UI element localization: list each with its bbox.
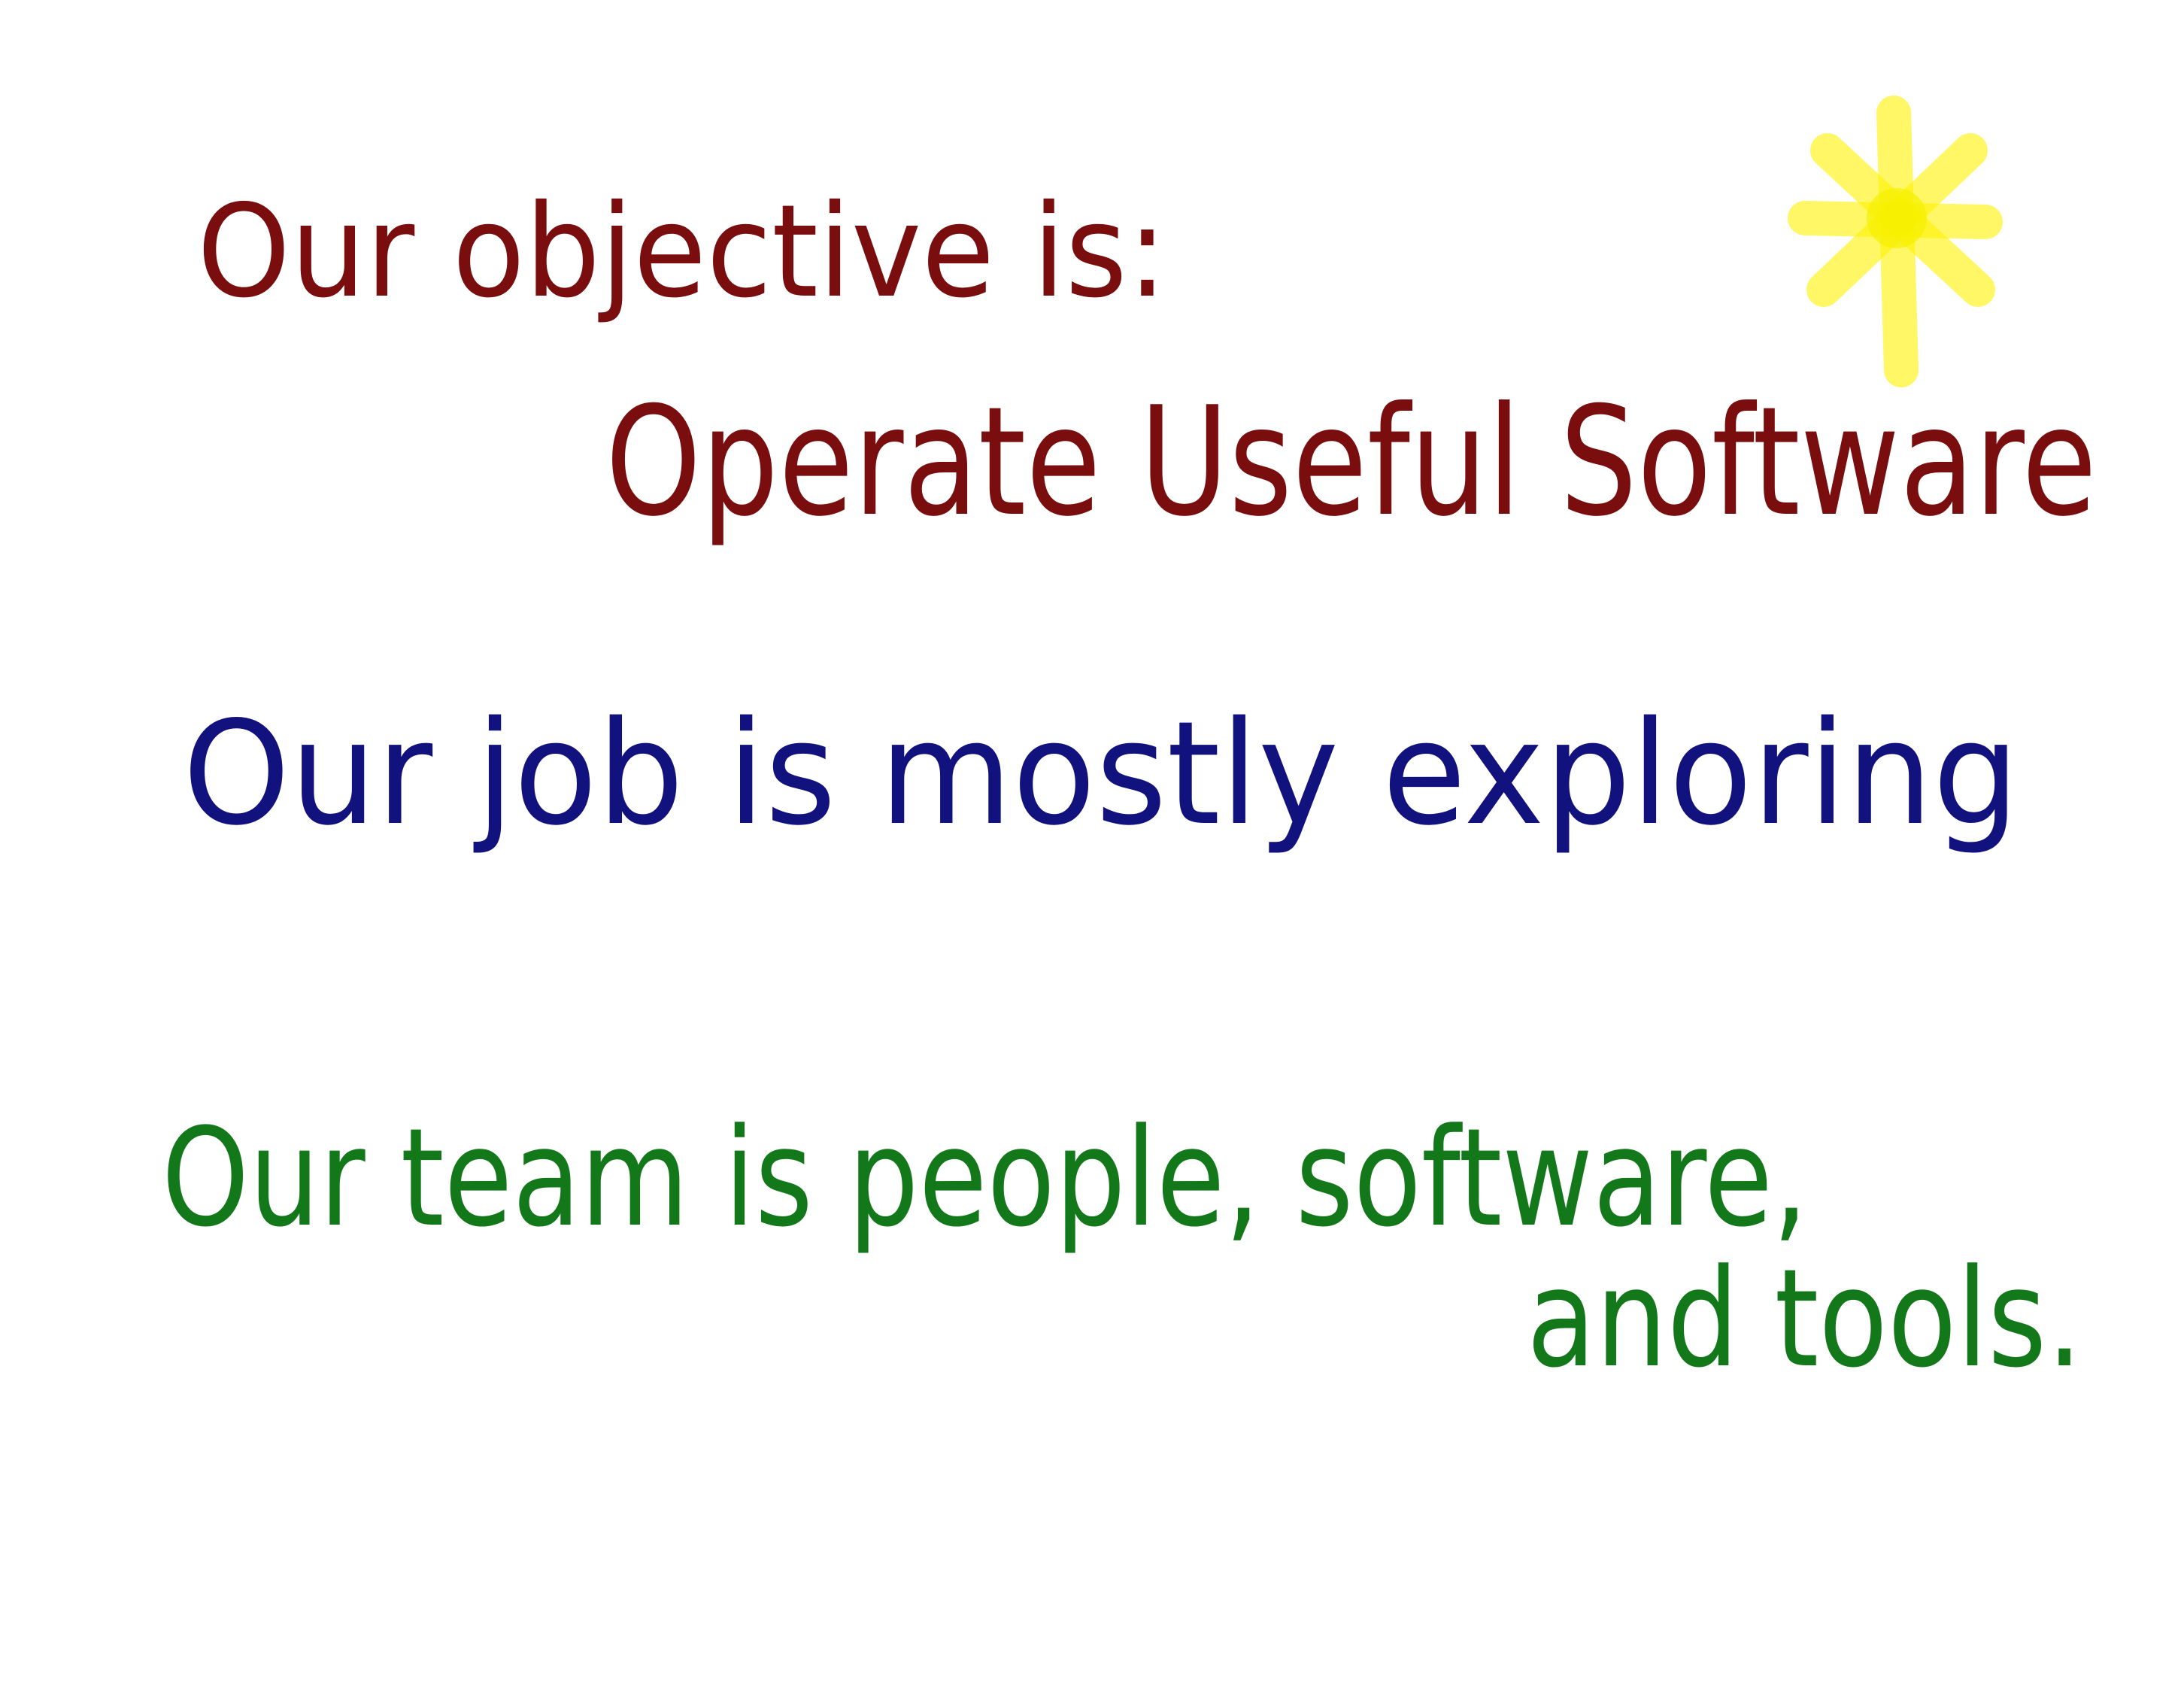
objective-text: Operate Useful Software bbox=[605, 375, 2097, 550]
team-text: Our team is people, software, bbox=[162, 1100, 1808, 1257]
team-text-continued: and tools. bbox=[1527, 1240, 2082, 1398]
job-text: Our job is mostly exploring bbox=[183, 691, 2019, 857]
objective-heading: Our objective is: bbox=[197, 178, 1167, 326]
asterisk-center bbox=[1867, 188, 1927, 248]
